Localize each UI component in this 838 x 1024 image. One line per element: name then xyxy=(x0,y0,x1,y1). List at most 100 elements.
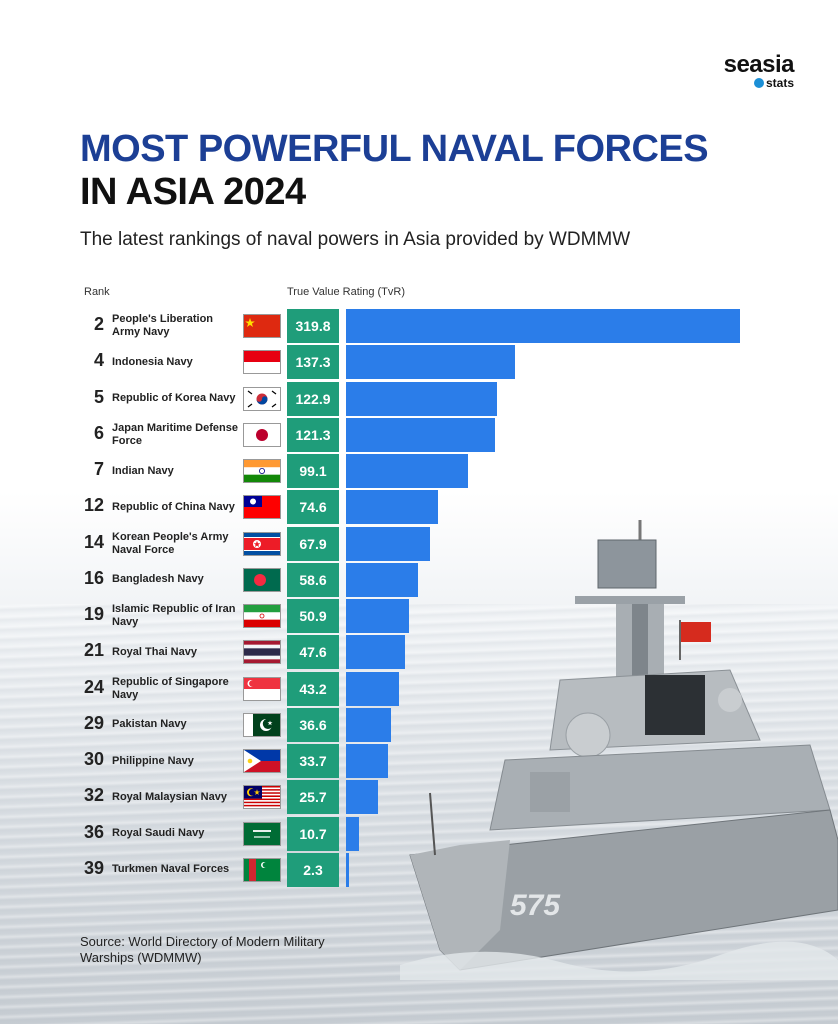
bar xyxy=(346,635,405,670)
rank-label: 12 xyxy=(83,495,104,516)
bar xyxy=(346,852,349,887)
bar xyxy=(346,490,438,525)
bar xyxy=(346,562,419,597)
brand-logo: seasia stats xyxy=(723,51,795,91)
chart-row: 39 Turkmen Naval Forces 2.3 xyxy=(0,852,838,888)
bar xyxy=(346,381,498,416)
bar xyxy=(346,707,392,742)
chart-row: 7 Indian Navy 99.1 xyxy=(0,453,838,489)
pakistan-flag-icon xyxy=(243,712,281,737)
brand-name: seasia xyxy=(723,51,795,78)
navy-name-label: Turkmen Naval Forces xyxy=(112,863,230,876)
hull-number: 575 xyxy=(510,889,561,922)
chart-row: 21 Royal Thai Navy 47.6 xyxy=(0,634,838,670)
navy-name-label: Indian Navy xyxy=(112,464,174,477)
bar xyxy=(346,454,469,488)
navy-name-label: Korean People's Army Naval Force xyxy=(112,530,229,556)
bar xyxy=(346,599,409,633)
bangladesh-flag-icon xyxy=(243,567,281,592)
north-korea-flag-icon xyxy=(243,531,281,556)
chart-row: 2 People's Liberation Army Navy 319.8 xyxy=(0,308,838,344)
value-label: 10.7 xyxy=(287,816,339,851)
source-note: Source: World Directory of Modern Milita… xyxy=(80,934,325,965)
value-header: True Value Rating (TvR) xyxy=(287,286,405,298)
bar xyxy=(346,309,740,343)
rank-label: 21 xyxy=(83,640,104,661)
value-label: 74.6 xyxy=(287,490,339,525)
rank-label: 24 xyxy=(83,676,104,697)
value-label: 121.3 xyxy=(287,417,339,452)
rank-label: 32 xyxy=(83,785,104,806)
bar xyxy=(346,816,360,851)
rank-label: 19 xyxy=(83,604,104,624)
value-label: 58.6 xyxy=(287,562,339,597)
brand-sub: stats xyxy=(765,76,794,90)
bar xyxy=(346,417,496,452)
rank-label: 4 xyxy=(93,350,104,371)
rank-label: 2 xyxy=(93,314,104,334)
chart-row: 36 Royal Saudi Navy 10.7 xyxy=(0,816,838,852)
rank-label: 6 xyxy=(93,422,104,443)
chart-row: 6 Japan Maritime Defense Force 121.3 xyxy=(0,417,838,453)
value-label: 2.3 xyxy=(287,852,339,887)
chart-row: 12 Republic of China Navy 74.6 xyxy=(0,489,838,525)
bar xyxy=(346,671,400,706)
navy-name-label: Philippine Navy xyxy=(112,754,194,767)
thailand-flag-icon xyxy=(243,640,281,665)
rank-header: Rank xyxy=(84,286,110,298)
rank-label: 39 xyxy=(83,857,104,878)
rank-label: 36 xyxy=(83,821,104,842)
value-label: 43.2 xyxy=(287,671,339,706)
navy-name-label: Bangladesh Navy xyxy=(112,573,204,586)
taiwan-flag-icon xyxy=(243,495,281,520)
malaysia-flag-icon xyxy=(243,785,281,810)
navy-name-label: Royal Thai Navy xyxy=(112,645,197,658)
value-label: 47.6 xyxy=(287,635,339,670)
value-label: 67.9 xyxy=(287,526,339,561)
value-label: 33.7 xyxy=(287,744,339,778)
navy-name-label: Japan Maritime Defense Force xyxy=(112,421,238,447)
value-label: 319.8 xyxy=(287,309,339,343)
chart-row: 16 Bangladesh Navy 58.6 xyxy=(0,562,838,598)
title-line-1: MOST POWERFUL NAVAL FORCES xyxy=(80,128,709,170)
singapore-flag-icon xyxy=(243,676,281,701)
value-label: 99.1 xyxy=(287,454,339,488)
value-label: 137.3 xyxy=(287,345,339,380)
navy-name-label: Royal Saudi Navy xyxy=(112,827,205,839)
bar xyxy=(346,345,516,380)
japan-flag-icon xyxy=(243,422,281,447)
subtitle: The latest rankings of naval powers in A… xyxy=(80,229,631,250)
chart-row: 29 Pakistan Navy 36.6 xyxy=(0,707,838,743)
value-label: 122.9 xyxy=(287,381,339,416)
china-flag-icon xyxy=(243,314,281,338)
rank-label: 7 xyxy=(93,459,104,479)
navy-name-label: People's Liberation Army Navy xyxy=(112,313,214,338)
south-korea-flag-icon xyxy=(243,386,281,411)
bar xyxy=(346,780,378,815)
bar xyxy=(346,744,388,778)
rank-label: 30 xyxy=(83,749,104,769)
turkmenistan-flag-icon xyxy=(243,857,281,882)
rank-label: 16 xyxy=(83,567,104,588)
chart-row: 14 Korean People's Army Naval Force 67.9 xyxy=(0,526,838,562)
chart-row: 5 Republic of Korea Navy 122.9 xyxy=(0,381,838,417)
navy-name-label: Indonesia Navy xyxy=(112,355,193,368)
bar xyxy=(346,526,430,561)
rank-label: 5 xyxy=(93,386,104,407)
title-line-2: IN ASIA 2024 xyxy=(80,171,306,213)
indonesia-flag-icon xyxy=(243,350,281,375)
saudi-arabia-flag-icon xyxy=(243,821,281,846)
warship-illustration: 575 xyxy=(400,520,838,980)
chart-row: 24 Republic of Singapore Navy 43.2 xyxy=(0,671,838,707)
value-label: 50.9 xyxy=(287,599,339,633)
chart-row: 19 Islamic Republic of Iran Navy 50.9 xyxy=(0,598,838,634)
rank-label: 14 xyxy=(83,531,104,552)
navy-name-label: Islamic Republic of Iran Navy xyxy=(112,603,236,628)
navy-name-label: Republic of China Navy xyxy=(112,500,235,513)
iran-flag-icon xyxy=(243,604,281,628)
navy-name-label: Republic of Korea Navy xyxy=(112,392,236,404)
navy-name-label: Republic of Singapore Navy xyxy=(112,675,229,701)
chart-row: 30 Philippine Navy 33.7 xyxy=(0,743,838,779)
rank-label: 29 xyxy=(83,712,104,733)
philippines-flag-icon xyxy=(243,749,281,773)
